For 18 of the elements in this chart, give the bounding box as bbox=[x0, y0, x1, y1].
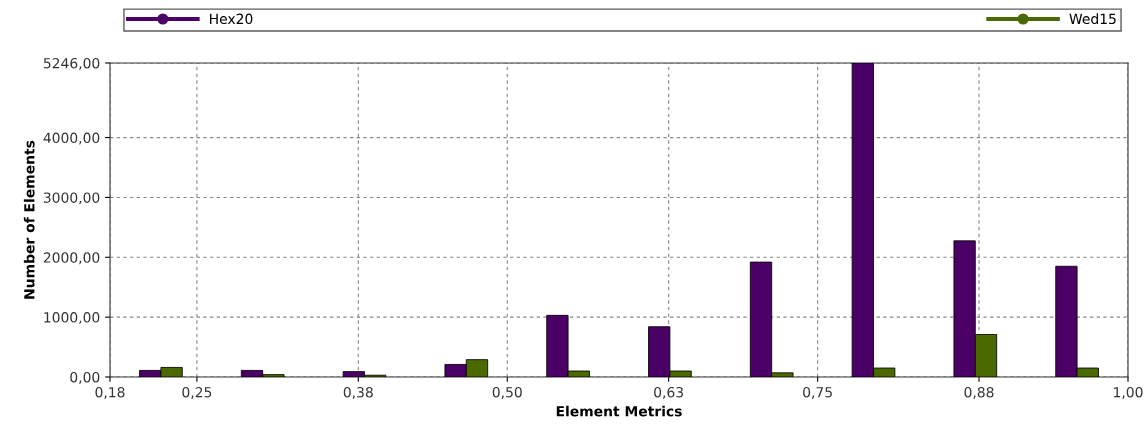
y-tick-label: 1000,00 bbox=[44, 312, 100, 325]
x-tick-label: 0,50 bbox=[492, 386, 522, 399]
x-tick-label: 0,18 bbox=[95, 386, 125, 399]
y-tick-label: 5246,00 bbox=[43, 57, 100, 70]
x-tick-label: 0,88 bbox=[964, 386, 994, 399]
x-axis-title: Element Metrics bbox=[556, 405, 682, 417]
x-tick-label: 0,25 bbox=[182, 386, 212, 399]
legend-label: Hex20 bbox=[210, 13, 253, 25]
y-tick-label: 3000,00 bbox=[43, 192, 100, 205]
x-tick-label: 0,63 bbox=[654, 386, 684, 399]
x-tick-label: 0,38 bbox=[343, 386, 373, 399]
y-tick-label: 0,00 bbox=[70, 371, 100, 384]
y-axis-title: Number of Elements bbox=[23, 140, 35, 299]
x-tick-label: 1,00 bbox=[1114, 386, 1143, 399]
x-tick-label: 0,75 bbox=[803, 386, 832, 399]
y-tick-label: 2000,00 bbox=[43, 252, 100, 265]
legend-label: Wed15 bbox=[1069, 13, 1116, 25]
y-tick-label: 4000,00 bbox=[43, 132, 100, 145]
